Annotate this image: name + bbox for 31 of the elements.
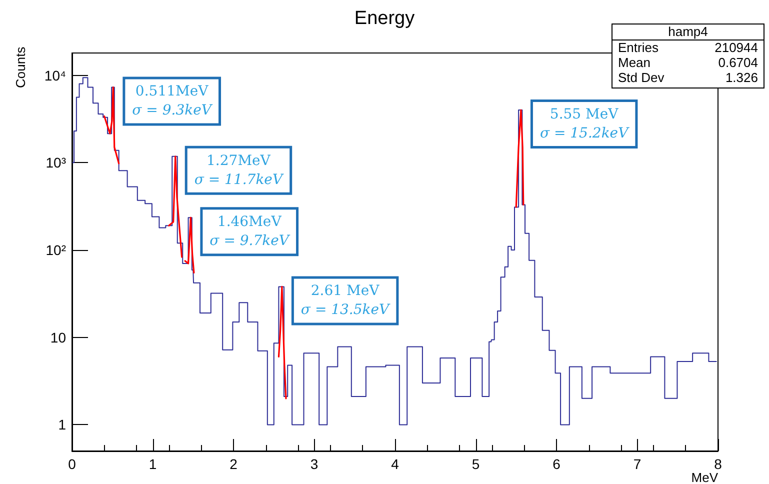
line-series [515, 109, 524, 208]
annotation: 2.61 MeV σ = 13.5keV [300, 283, 392, 318]
x-tick-label: 3 [310, 456, 318, 472]
x-tick-label: 1 [148, 456, 157, 472]
annotation: 1.46MeV σ = 9.7keV [210, 214, 291, 250]
x-tick-label: 8 [714, 456, 722, 472]
annotation: 5.55 MeV σ = 15.2keV [540, 106, 630, 142]
text: Std Dev 1.326 [618, 70, 758, 85]
y-tick-label: 1 [58, 416, 66, 433]
y-axis-title: Counts [13, 46, 28, 88]
chart-title: Energy [354, 8, 416, 29]
annotation: 0.511MeV σ = 9.3keV [132, 84, 214, 119]
text: Mean 0.6704 [618, 55, 758, 70]
x-tick-label: 0 [68, 456, 76, 472]
text: Entries 210944 [618, 40, 758, 55]
x-tick-label: 2 [230, 456, 238, 472]
y-tick-label: 10² [46, 242, 66, 258]
line-series [278, 286, 287, 400]
x-tick-label: 6 [552, 456, 561, 472]
line-series [168, 156, 183, 258]
x-tick-label: 7 [633, 456, 642, 472]
y-tick-label: 10⁴ [44, 67, 66, 84]
x-tick-label: 4 [391, 456, 400, 472]
text: hamp4 [668, 24, 708, 39]
line-series [184, 216, 195, 274]
annotation: 1.27MeV σ = 11.7keV [194, 152, 284, 188]
y-tick-label: 10³ [46, 154, 66, 171]
x-tick-label: 5 [472, 456, 480, 472]
y-tick-label: 10 [50, 329, 66, 346]
x-axis-title: MeV [691, 470, 718, 484]
line-series [104, 86, 120, 164]
